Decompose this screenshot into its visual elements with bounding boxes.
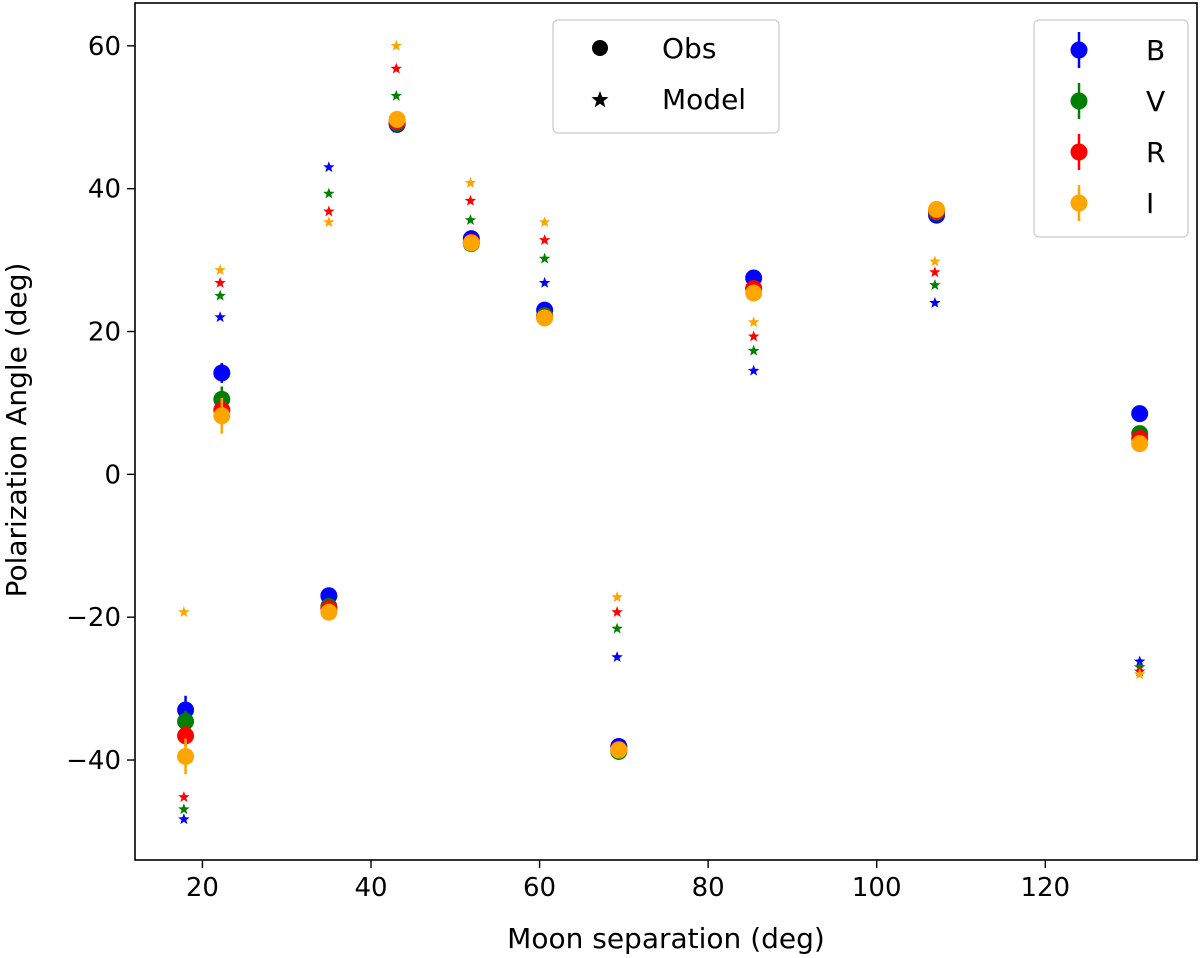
model-series-B xyxy=(178,121,1146,825)
y-axis-label: Polarization Angle (deg) xyxy=(0,263,33,598)
plot-content xyxy=(177,39,1149,825)
legend-band-label-V: V xyxy=(1146,85,1165,118)
model-point-B xyxy=(929,296,941,308)
legend-obs-model: Obs Model xyxy=(552,19,780,134)
y-axis-ticks: −40 −20 0 20 40 60 xyxy=(66,32,135,776)
model-point-B xyxy=(611,651,623,663)
model-point-I xyxy=(929,255,941,267)
model-point-R xyxy=(390,62,402,74)
obs-point-V xyxy=(177,712,195,730)
x-tick-label: 100 xyxy=(852,873,902,903)
x-tick-label: 40 xyxy=(354,873,387,903)
model-point-R xyxy=(178,791,190,803)
legend-band-label-B: B xyxy=(1146,34,1165,67)
model-point-R xyxy=(214,276,226,288)
obs-point-I xyxy=(745,284,763,302)
model-point-R xyxy=(611,606,623,618)
model-point-V xyxy=(214,289,226,301)
obs-point-I xyxy=(610,741,628,759)
x-tick-label: 20 xyxy=(186,873,219,903)
obs-series-I xyxy=(177,110,1149,775)
obs-series-V xyxy=(177,114,1149,760)
model-series-R xyxy=(178,62,1146,803)
legend-band-label-I: I xyxy=(1146,187,1154,220)
obs-series-R xyxy=(177,113,1149,758)
obs-point-I xyxy=(928,200,946,218)
model-point-R xyxy=(747,330,760,342)
y-tick-label: 40 xyxy=(88,175,121,205)
legend-band-label-R: R xyxy=(1146,136,1165,169)
model-point-B xyxy=(214,311,226,323)
model-point-I xyxy=(390,39,402,51)
legend-band-marker-I xyxy=(1070,194,1088,212)
x-tick-label: 80 xyxy=(692,873,725,903)
axes-frame xyxy=(134,2,1198,861)
legend-obs-label: Obs xyxy=(662,32,716,65)
model-point-V xyxy=(390,89,402,101)
model-point-R xyxy=(464,194,477,206)
model-point-I xyxy=(178,606,190,618)
model-point-I xyxy=(214,264,226,275)
obs-point-I xyxy=(536,309,554,327)
obs-point-I xyxy=(177,747,195,765)
legend-obs-model-box xyxy=(552,19,780,134)
x-tick-label: 60 xyxy=(523,873,556,903)
model-point-V xyxy=(323,187,335,199)
y-tick-label: 0 xyxy=(104,460,121,490)
y-tick-label: 20 xyxy=(88,318,121,348)
model-point-V xyxy=(464,214,477,225)
model-point-I xyxy=(1133,668,1146,680)
legend-band-marker-V xyxy=(1070,92,1088,110)
model-point-V xyxy=(538,252,551,264)
model-point-I xyxy=(611,591,623,603)
model-point-B xyxy=(538,276,551,288)
model-point-B xyxy=(747,364,760,376)
model-point-R xyxy=(538,234,551,245)
obs-point-R xyxy=(177,727,195,745)
model-series-I xyxy=(178,39,1146,680)
y-tick-label: 60 xyxy=(88,32,121,62)
model-point-V xyxy=(747,344,760,356)
model-point-B xyxy=(323,161,335,173)
model-point-V xyxy=(611,622,623,634)
model-point-B xyxy=(178,813,190,825)
y-tick-label: −20 xyxy=(66,603,121,633)
obs-point-I xyxy=(320,603,338,621)
obs-point-I xyxy=(1131,435,1149,453)
legend-obs-marker xyxy=(592,40,608,56)
legend-bands-box xyxy=(1033,19,1189,238)
model-point-R xyxy=(929,266,941,278)
legend-band-marker-R xyxy=(1070,143,1088,161)
legend-model-marker xyxy=(591,91,609,108)
obs-point-I xyxy=(213,407,231,425)
obs-series-B xyxy=(177,115,1149,755)
model-point-V xyxy=(178,803,190,815)
model-point-R xyxy=(323,205,335,217)
obs-point-B xyxy=(213,364,231,382)
model-point-V xyxy=(929,279,941,290)
obs-point-I xyxy=(462,234,480,252)
model-point-I xyxy=(323,216,335,228)
x-axis-ticks: 20 40 60 80 100 120 xyxy=(186,860,1070,903)
y-tick-label: −40 xyxy=(66,746,121,776)
model-point-I xyxy=(464,176,477,188)
x-tick-label: 120 xyxy=(1020,873,1070,903)
x-axis-label: Moon separation (deg) xyxy=(507,922,825,955)
obs-point-I xyxy=(388,110,406,128)
model-point-I xyxy=(747,316,760,328)
legend-band-marker-B xyxy=(1070,41,1088,59)
model-point-B xyxy=(1133,655,1146,667)
model-series-V xyxy=(178,89,1146,815)
legend-model-label: Model xyxy=(662,83,746,116)
model-point-I xyxy=(538,216,551,228)
obs-point-B xyxy=(1131,405,1149,423)
